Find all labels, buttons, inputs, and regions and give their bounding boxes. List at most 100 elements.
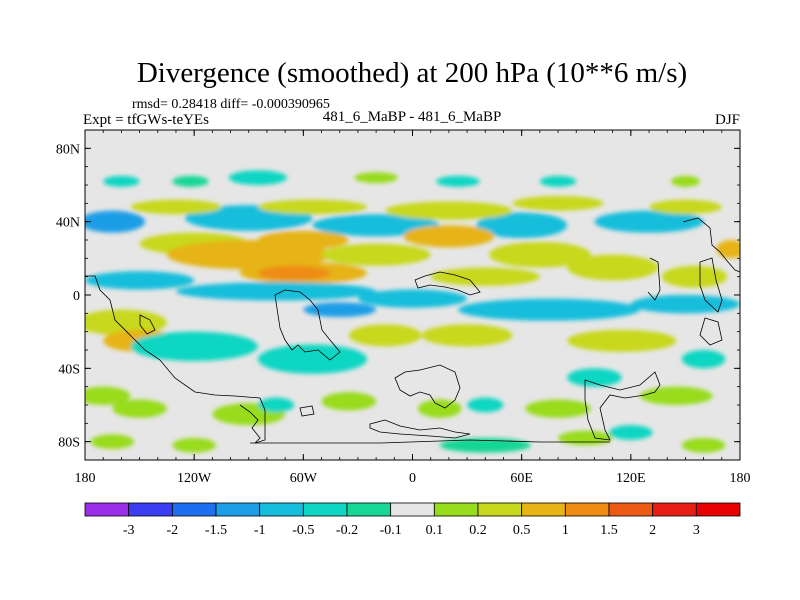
x-tick-label-0: 180 <box>75 471 96 486</box>
field-cell-42 <box>567 368 622 387</box>
colorbar-swatch-8 <box>433 502 479 517</box>
field-cell-35 <box>85 309 167 336</box>
field-cell-21 <box>257 265 331 281</box>
field-cell-19 <box>257 230 349 250</box>
field-cell-15 <box>512 196 604 211</box>
colorbar-swatch-13 <box>652 502 697 517</box>
colorbar-label-12: 2 <box>649 523 656 538</box>
field-cell-53 <box>609 425 653 440</box>
field-cell-3 <box>354 172 398 184</box>
colorbar-swatch-10 <box>521 502 566 517</box>
field-cell-37 <box>348 324 422 347</box>
colorbar-label-0: -3 <box>123 523 135 538</box>
x-tick-label-5: 120E <box>616 471 646 486</box>
colorbar-label-5: -0.2 <box>336 523 358 538</box>
field-cell-10 <box>476 212 568 239</box>
x-tick-label-4: 60E <box>510 471 533 486</box>
field-cell-0 <box>103 175 140 187</box>
field-cell-22 <box>321 243 431 266</box>
field-cell-32 <box>457 298 640 321</box>
colorbar-label-10: 1 <box>562 523 569 538</box>
colorbar-swatch-11 <box>564 502 610 517</box>
stats-label: rmsd= 0.28418 diff= -0.000390965 <box>132 97 330 112</box>
field-cell-31 <box>357 289 468 308</box>
field-cell-9 <box>312 214 440 237</box>
field-cell-39 <box>567 329 677 352</box>
field-cell-13 <box>257 199 368 215</box>
colorbar-swatch-14 <box>695 502 741 517</box>
colorbar-label-8: 0.2 <box>469 523 487 538</box>
colorbar-swatch-9 <box>477 502 523 517</box>
x-tick-label-2: 60W <box>290 471 318 486</box>
colorbar-label-4: -0.5 <box>292 523 314 538</box>
experiment-label: Expt = tfGWs-teYEs <box>83 112 209 128</box>
field-cell-56 <box>439 438 531 453</box>
field-cell-5 <box>539 175 577 187</box>
colorbar-swatch-6 <box>346 502 392 517</box>
divergence-field <box>85 170 740 453</box>
coastline-madagascar <box>299 405 315 417</box>
colorbar-label-9: 0.5 <box>513 523 531 538</box>
field-cell-23 <box>403 225 495 248</box>
coastline-pacific-islands <box>699 317 723 346</box>
field-cell-54 <box>90 434 135 449</box>
field-cell-24 <box>430 267 540 286</box>
field-cell-58 <box>681 438 726 453</box>
coastline-antarctic-shelf <box>369 419 471 439</box>
colorbar-swatch-1 <box>128 502 173 517</box>
colorbar-swatch-0 <box>84 502 130 517</box>
season-label: DJF <box>715 112 740 128</box>
field-cell-27 <box>661 265 728 288</box>
coastline-africa <box>414 271 481 296</box>
colorbar-label-11: 1.5 <box>600 523 618 538</box>
field-cell-33 <box>630 295 740 314</box>
coastline-east-asia <box>682 217 740 273</box>
colorbar-label-7: 0.1 <box>426 523 444 538</box>
coastline-south-america <box>274 289 341 361</box>
field-cell-41 <box>257 344 368 374</box>
x-tick-label-6: 180 <box>730 471 751 486</box>
coastline-southern-africa <box>394 364 461 409</box>
coastline-asia <box>647 257 661 301</box>
colorbar-swatch-4 <box>259 502 304 517</box>
y-axis: 80N 40N 0 40S 80S <box>56 129 740 461</box>
colorbar-swatch-7 <box>390 502 435 517</box>
field-cell-47 <box>321 392 377 411</box>
field-cell-34 <box>303 302 377 317</box>
colorbar-swatch-2 <box>171 502 217 517</box>
field-cell-1 <box>172 175 209 187</box>
y-tick-label-3: 40S <box>58 362 80 377</box>
field-cell-4 <box>436 175 480 187</box>
colorbar-label-1: -2 <box>166 523 178 538</box>
colorbar-swatch-12 <box>608 502 654 517</box>
field-cell-45 <box>112 399 167 418</box>
field-cell-30 <box>175 282 377 301</box>
coastline-australia <box>584 371 661 441</box>
colorbar-swatch-3 <box>215 502 261 517</box>
field-cell-52 <box>467 397 504 413</box>
colorbar-swatch-5 <box>302 502 348 517</box>
coastline-indonesia <box>699 257 723 313</box>
y-tick-label-2: 0 <box>73 289 80 304</box>
colorbar-label-13: 3 <box>693 523 700 538</box>
colorbar: -3 -2 -1.5 -1 -0.5 -0.2 -0.1 0.1 0.2 0.5 1 1.5 2 3 <box>84 502 741 538</box>
field-cell-6 <box>670 175 700 187</box>
field-cell-48 <box>417 399 462 418</box>
coastline-antarctica <box>250 439 610 444</box>
x-tick-label-1: 120W <box>177 471 212 486</box>
field-cell-16 <box>649 199 722 215</box>
field-cell-26 <box>567 254 659 281</box>
x-axis: 180 120W 60W 0 60E 120E 180 <box>75 130 751 486</box>
field-cell-38 <box>421 324 513 347</box>
plot-area <box>84 129 741 461</box>
y-tick-label-0: 80N <box>56 142 80 157</box>
field-cell-29 <box>85 271 195 290</box>
colorbar-label-6: -0.1 <box>380 523 402 538</box>
colorbar-label-3: -1 <box>254 523 266 538</box>
field-cell-55 <box>172 438 217 453</box>
comparison-label: 481_6_MaBP - 481_6_MaBP <box>323 109 502 125</box>
coastlines <box>85 217 740 444</box>
x-tick-label-3: 0 <box>409 471 416 486</box>
field-cell-43 <box>681 350 726 369</box>
